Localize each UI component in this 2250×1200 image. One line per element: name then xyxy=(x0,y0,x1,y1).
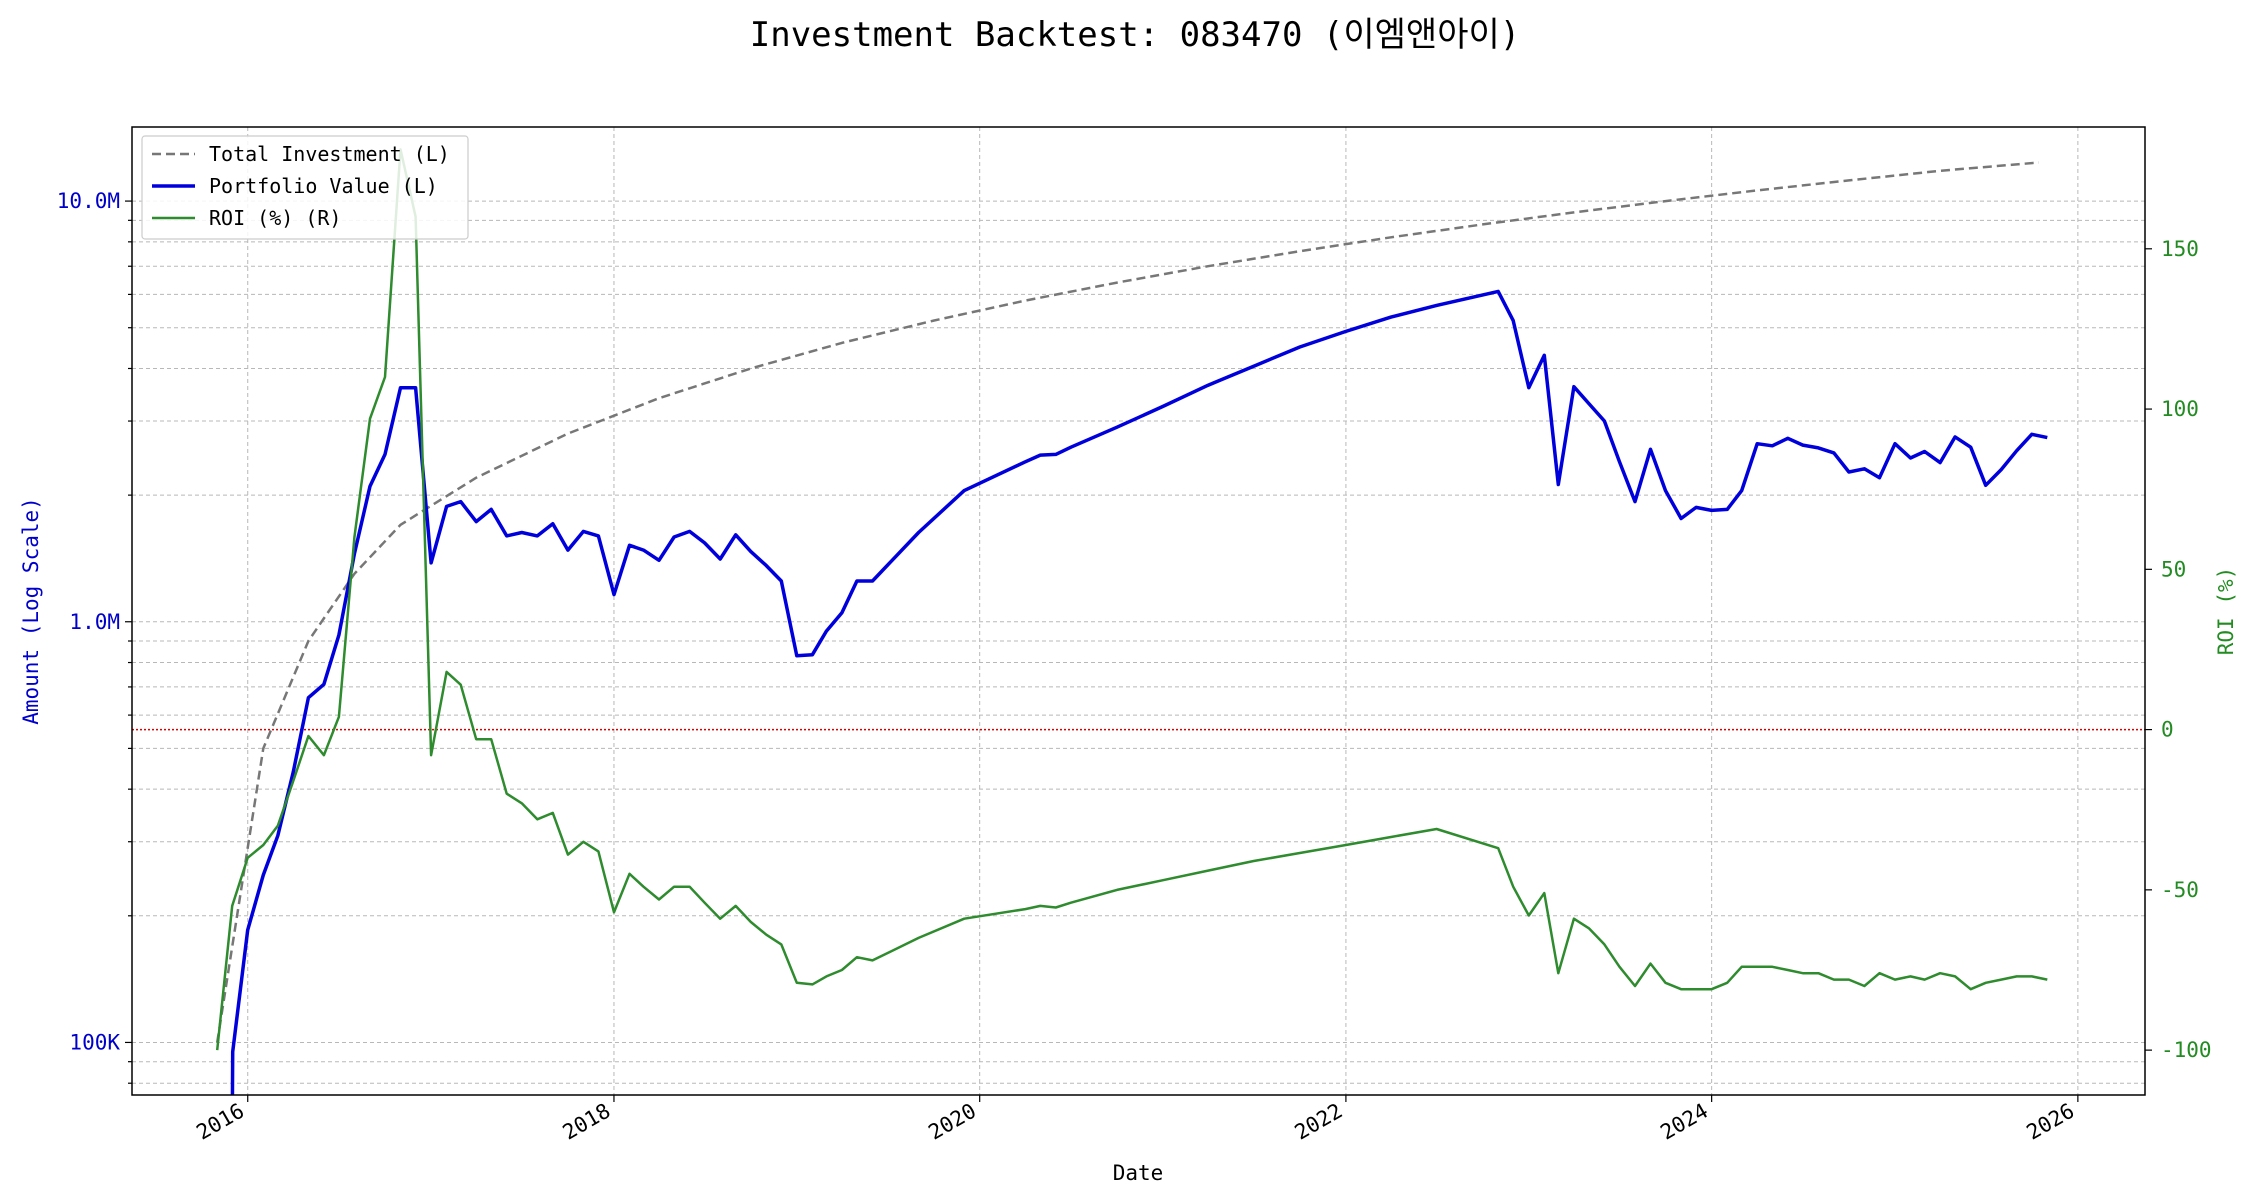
portfolio-value-line xyxy=(230,289,2048,1095)
y-left-tick-label: 1.0M xyxy=(69,610,120,634)
x-tick-label: 2026 xyxy=(2023,1099,2079,1145)
plot-frame xyxy=(131,126,2146,1096)
y-left-tick-label: 10.0M xyxy=(57,189,120,213)
x-tick-label: 2020 xyxy=(924,1099,980,1145)
legend-label-roi: ROI (%) (R) xyxy=(209,206,341,230)
y-right-tick-label: 0 xyxy=(2161,718,2174,742)
x-axis-ticks: 2016 2018 2020 2022 2024 2026 xyxy=(192,1095,2079,1145)
y-right-tick-label: -50 xyxy=(2161,878,2199,902)
y-right-tick-label: 150 xyxy=(2161,237,2199,261)
right-axis-ticks: -100 -50 0 50 100 150 xyxy=(2145,237,2212,1062)
x-axis-label: Date xyxy=(1113,1161,1164,1185)
x-tick-label: 2024 xyxy=(1656,1099,1712,1145)
total-investment-line xyxy=(215,161,2039,1043)
grid xyxy=(132,127,2145,1095)
left-axis-ticks: 100K 1.0M 10.0M xyxy=(57,189,132,1084)
legend: Total Investment (L) Portfolio Value (L)… xyxy=(141,135,469,240)
x-tick-label: 2018 xyxy=(559,1099,615,1145)
roi-line xyxy=(215,148,2048,1051)
x-tick-label: 2022 xyxy=(1291,1099,1347,1145)
y-right-tick-label: -100 xyxy=(2161,1038,2212,1062)
series-lines xyxy=(215,148,2048,1095)
y-right-tick-label: 100 xyxy=(2161,397,2199,421)
right-axis-label: ROI (%) xyxy=(2214,567,2238,656)
x-tick-label: 2016 xyxy=(192,1099,248,1145)
legend-box xyxy=(141,135,469,240)
legend-label-total-investment: Total Investment (L) xyxy=(209,142,450,166)
y-right-tick-label: 50 xyxy=(2161,557,2186,581)
left-axis-label: Amount (Log Scale) xyxy=(19,497,43,725)
chart-title: Investment Backtest: 083470 (이엠앤아이) xyxy=(750,15,1521,55)
legend-label-portfolio-value: Portfolio Value (L) xyxy=(209,174,438,198)
y-left-tick-label: 100K xyxy=(69,1030,120,1054)
